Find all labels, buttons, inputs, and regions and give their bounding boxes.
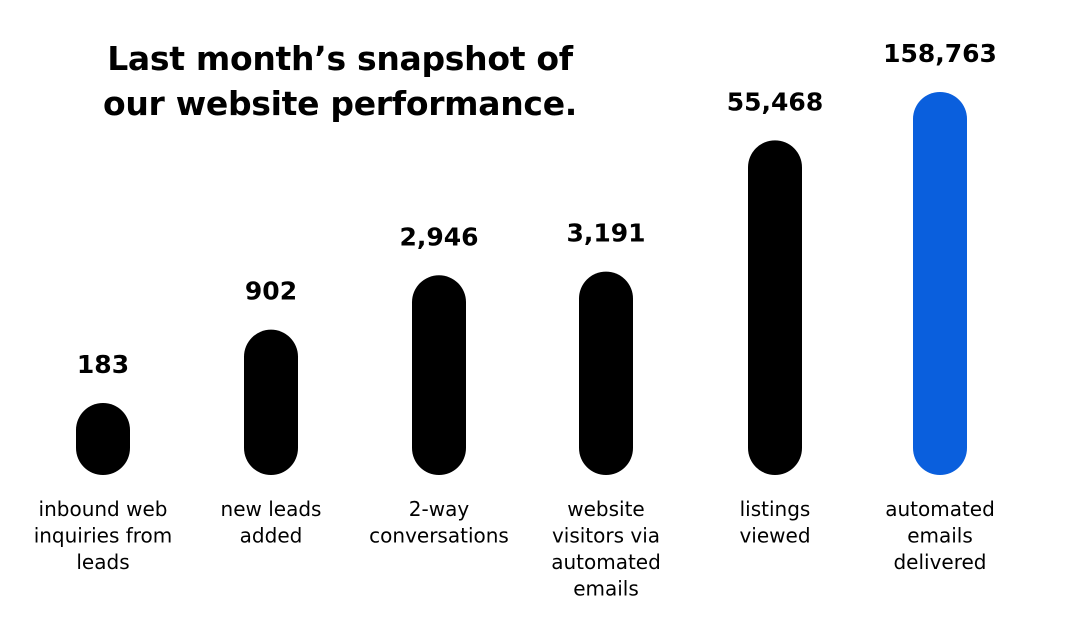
value-label-5: 55,468 xyxy=(727,87,823,116)
category-label-4-line-1: website xyxy=(567,497,644,521)
bar-4 xyxy=(579,271,633,475)
category-label-3-line-2: conversations xyxy=(369,524,509,548)
category-label-2: new leads added xyxy=(221,497,322,548)
category-label-1-line-3: leads xyxy=(76,550,129,574)
category-label-2-line-1: new leads xyxy=(221,497,322,521)
bar-1 xyxy=(76,403,130,475)
category-label-4-line-4: emails xyxy=(573,577,639,601)
bar-2 xyxy=(244,329,298,475)
category-label-5-line-2: viewed xyxy=(739,524,810,548)
category-label-4-line-3: automated xyxy=(551,550,661,574)
value-label-1: 183 xyxy=(77,350,129,379)
category-label-6-line-3: delivered xyxy=(893,550,986,574)
category-label-1: inbound web inquiries from leads xyxy=(34,497,173,574)
category-label-2-line-2: added xyxy=(240,524,303,548)
bar-6 xyxy=(913,92,967,475)
category-label-6-line-2: emails xyxy=(907,524,973,548)
category-label-1-line-2: inquiries from xyxy=(34,524,173,548)
category-label-6-line-1: automated xyxy=(885,497,995,521)
bar-3 xyxy=(412,275,466,475)
value-label-2: 902 xyxy=(245,277,297,306)
category-label-4: website visitors via automated emails xyxy=(551,497,661,601)
category-label-3: 2-way conversations xyxy=(369,497,509,548)
category-label-3-line-1: 2-way xyxy=(409,497,470,521)
chart-title: Last month’s snapshot of our website per… xyxy=(100,36,580,126)
category-label-1-line-1: inbound web xyxy=(39,497,168,521)
category-label-6: automated emails delivered xyxy=(885,497,995,574)
category-label-4-line-2: visitors via xyxy=(552,524,660,548)
value-label-3: 2,946 xyxy=(399,222,478,251)
value-label-6: 158,763 xyxy=(883,39,997,68)
category-label-5: listings viewed xyxy=(739,497,810,548)
category-label-5-line-1: listings xyxy=(740,497,811,521)
chart-title-line-2: our website performance. xyxy=(102,84,578,123)
chart-title-line-1: Last month’s snapshot of xyxy=(107,39,573,78)
value-label-4: 3,191 xyxy=(566,219,645,248)
bar-5 xyxy=(748,140,802,475)
